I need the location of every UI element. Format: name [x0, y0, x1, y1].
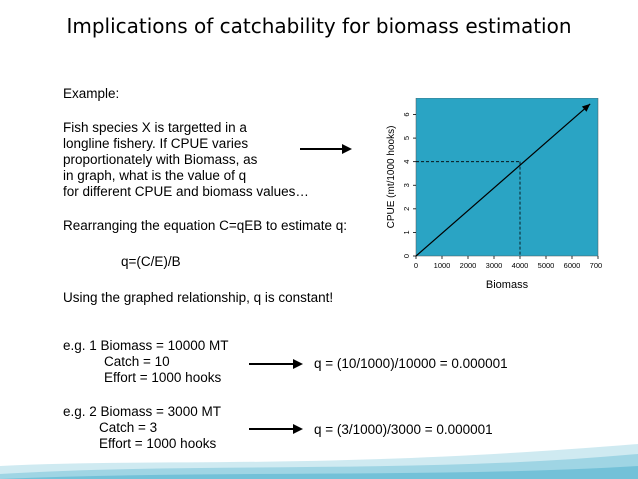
x-tick-label: 6000 [564, 261, 581, 270]
example-label: Example: [63, 86, 120, 101]
paragraph-line-5: for different CPUE and biomass values… [63, 184, 309, 199]
paragraph-line-2: longline fishery. If CPUE varies [63, 136, 249, 151]
y-tick-label: 4 [402, 160, 411, 164]
decorative-swoosh [0, 444, 638, 479]
paragraph-line-1: Fish species X is targetted in a [63, 120, 247, 135]
y-tick-label: 1 [402, 230, 411, 234]
arrow-right-icon [249, 424, 303, 434]
series-line [415, 103, 591, 257]
formula-text: q=(C/E)/B [121, 254, 181, 269]
constant-note: Using the graphed relationship, q is con… [63, 290, 334, 305]
x-tick-label: 5000 [538, 261, 555, 270]
example2-line1: e.g. 2 Biomass = 3000 MT [63, 404, 221, 419]
y-tick-label: 3 [402, 183, 411, 187]
example1-result: q = (10/1000)/10000 = 0.000001 [314, 356, 508, 371]
paragraph-line-4: in graph, what is the value of q [63, 168, 247, 183]
x-tick-label: 4000 [512, 261, 529, 270]
example2-line2: Catch = 3 [99, 420, 158, 435]
example2-result: q = (3/1000)/3000 = 0.000001 [314, 422, 493, 437]
example2-line3: Effort = 1000 hooks [99, 436, 217, 451]
y-tick-label: 5 [402, 136, 411, 140]
example1-line2: Catch = 10 [104, 354, 170, 369]
x-tick-label: 0 [414, 261, 418, 270]
y-axis-label: CPUE (mt/1000 hooks) [386, 126, 397, 229]
x-tick-label: 3000 [486, 261, 503, 270]
x-axis-label: Biomass [486, 279, 529, 291]
y-tick-label: 2 [402, 207, 411, 211]
example1-line1: e.g. 1 Biomass = 10000 MT [63, 338, 229, 353]
arrow-right-icon [300, 144, 352, 154]
rearranging-text: Rearranging the equation C=qEB to estima… [63, 218, 348, 233]
example1-line3: Effort = 1000 hooks [104, 370, 222, 385]
slide-title: Implications of catchability for biomass… [66, 14, 572, 38]
y-tick-label: 6 [402, 112, 411, 116]
cpue-biomass-chart: 0 1 2 3 4 5 6 0 1000 2000 3000 4000 5000 6000 7000 CP… [386, 98, 602, 291]
series-arrowhead [581, 103, 591, 112]
paragraph-line-3: proportionately with Biomass, as [63, 152, 258, 167]
x-tick-label: 7000 [590, 261, 602, 270]
y-tick-label: 0 [402, 254, 411, 258]
x-tick-label: 2000 [460, 261, 477, 270]
x-tick-label: 1000 [434, 261, 451, 270]
arrow-right-icon [249, 359, 303, 369]
